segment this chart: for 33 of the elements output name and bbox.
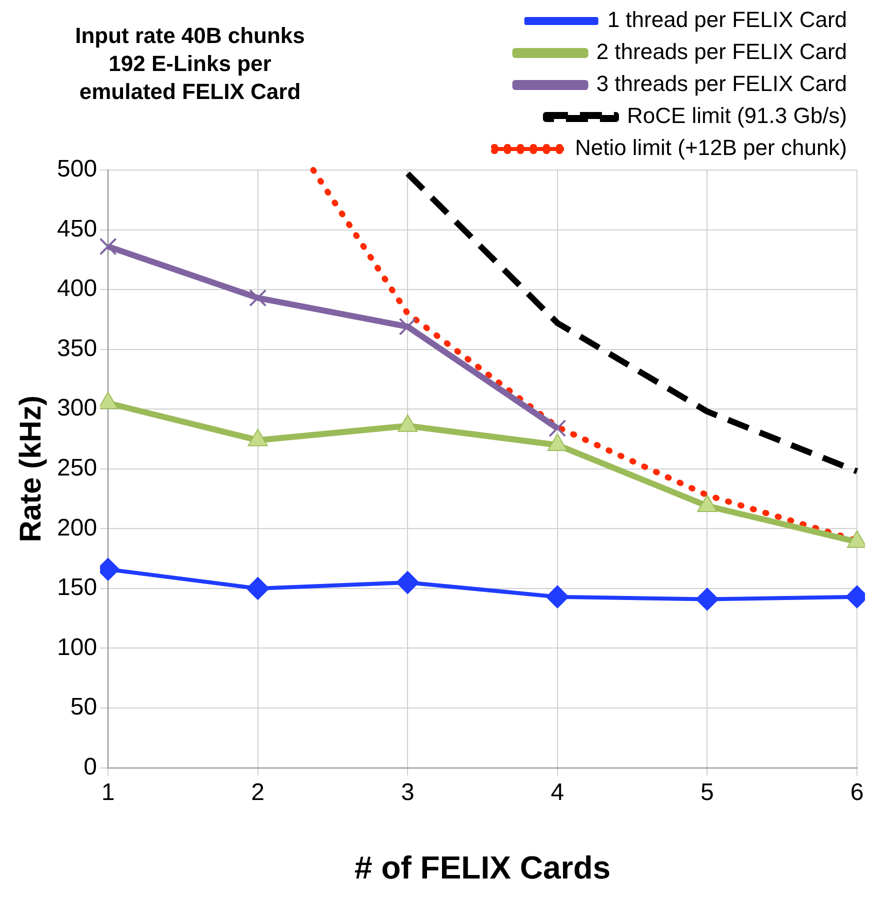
y-axis-title: Rate (kHz) [14,396,48,542]
x-tick-label: 1 [101,778,115,806]
chart-title: Input rate 40B chunks 192 E-Links per emulated FELIX Card [74,22,306,106]
point [249,289,267,307]
y-tick-label: 300 [56,394,98,422]
x-tick-label: 6 [850,778,864,806]
y-tick-label: 0 [84,753,98,780]
y-tick-label: 200 [56,514,98,542]
point [100,238,117,256]
y-tick-label: 350 [56,334,98,362]
x-tick-label: 5 [700,778,714,806]
point [246,576,270,600]
legend-label: RoCE limit (91.3 Gb/s) [626,103,848,128]
legend-label: 3 threads per FELIX Card [596,71,848,96]
y-tick-label: 100 [56,634,98,661]
point [396,570,420,594]
legend-label: Netio limit (+12B per chunk) [574,135,848,160]
point [696,588,719,611]
x-tick-label: 2 [251,778,265,806]
y-tick-label: 450 [56,215,98,242]
point [398,318,416,336]
point [546,585,569,608]
legend-label: 2 threads per FELIX Card [596,39,848,64]
x-tick-label: 4 [550,778,564,806]
y-tick-label: 250 [56,454,98,482]
point [548,419,566,438]
y-tick-label: 50 [70,694,98,721]
legend-label: 1 thread per FELIX Card [607,7,848,32]
y-tick-label: 500 [56,156,98,183]
x-axis-title: # of FELIX Cards [354,850,611,886]
y-tick-label: 150 [56,574,98,602]
x-tick-label: 3 [400,778,414,806]
y-tick-label: 400 [56,275,98,302]
